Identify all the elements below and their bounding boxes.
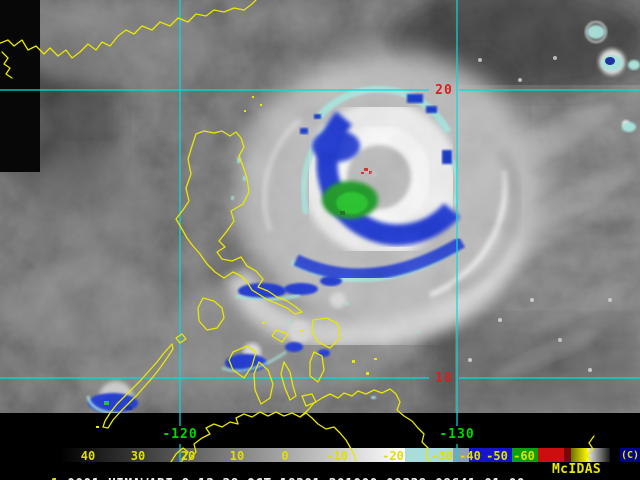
coastline-leyte bbox=[309, 351, 325, 383]
colorbar-tick-40: 40 bbox=[80, 449, 96, 463]
colorbar-tick-n30: -30 bbox=[431, 449, 453, 463]
coastline-negros bbox=[253, 361, 274, 405]
colorbar-unit-label: (C) bbox=[620, 450, 640, 461]
colorbar-tick-n10: -10 bbox=[326, 449, 348, 463]
coastline-palawan bbox=[102, 343, 174, 429]
coastline-masbate bbox=[271, 329, 289, 343]
image-info-text: 0001 HIMAWARI-8 13 28 OCT 18301 201000 0… bbox=[59, 477, 525, 480]
coastline-mindanao-north bbox=[188, 411, 357, 463]
colorbar-tick-0: 0 bbox=[281, 449, 289, 463]
mcidas-brand-label: McIDAS bbox=[552, 462, 602, 477]
coastline-luzon bbox=[175, 130, 303, 315]
colorbar-tick-n50: -50 bbox=[486, 449, 508, 463]
colorbar-tick-20: 20 bbox=[180, 449, 196, 463]
coastline-zamboanga bbox=[170, 447, 189, 465]
coastline-small-islets bbox=[96, 96, 377, 428]
coastline-china-inlet bbox=[1, 51, 13, 79]
unit-label-block bbox=[620, 448, 640, 463]
coastline-china bbox=[0, 0, 257, 59]
colorbar-tick-10: 10 bbox=[229, 449, 245, 463]
coastline-mindoro bbox=[197, 297, 225, 331]
coastline-east-islet bbox=[586, 435, 595, 467]
temperature-colorbar bbox=[60, 448, 640, 463]
coastline-mindanao-east bbox=[299, 388, 432, 464]
colorbar-tick-n60: -60 bbox=[513, 449, 535, 463]
coastline-palawan-islet bbox=[175, 333, 187, 344]
colorbar-tick-n20: -20 bbox=[382, 449, 404, 463]
coastline-samar bbox=[311, 317, 341, 349]
frame-number: 1 bbox=[33, 477, 59, 480]
data-void-region bbox=[0, 0, 40, 172]
coastline-cebu bbox=[280, 361, 297, 401]
imagery-layer bbox=[0, 0, 640, 413]
colorbar-tick-30: 30 bbox=[130, 449, 146, 463]
coastline-overlay bbox=[0, 0, 595, 467]
colorbar-tick-n40: -40 bbox=[459, 449, 481, 463]
coastline-panay bbox=[228, 345, 257, 379]
status-bar: 1 0001 HIMAWARI-8 13 28 OCT 18301 201000… bbox=[0, 462, 640, 480]
